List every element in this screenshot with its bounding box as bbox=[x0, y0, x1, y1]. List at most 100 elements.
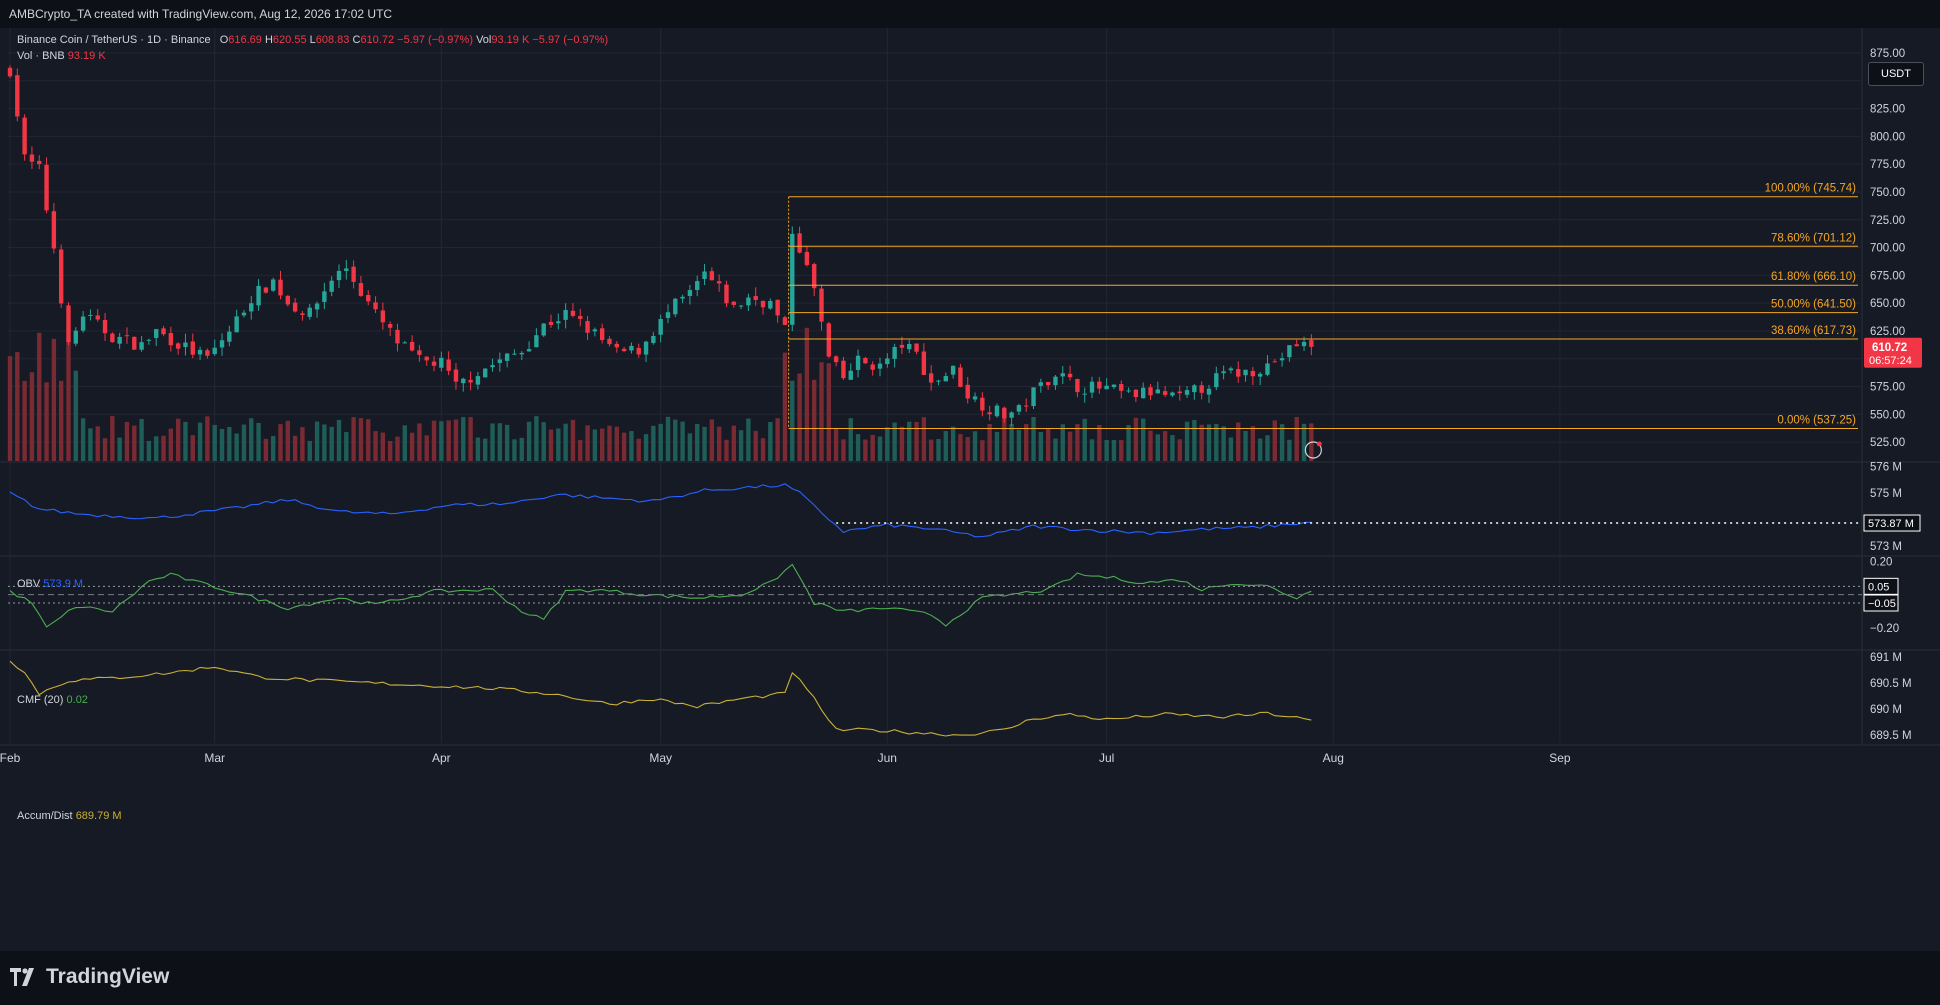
candle-body bbox=[29, 154, 35, 162]
candle-body bbox=[1053, 376, 1058, 386]
candle-body bbox=[417, 350, 422, 355]
candle-body bbox=[1009, 412, 1014, 418]
volume-bar bbox=[483, 438, 488, 461]
candle-body bbox=[249, 303, 254, 312]
symbol-title: Binance Coin / TetherUS · 1D · Binance bbox=[17, 34, 211, 46]
candle-body bbox=[994, 405, 1000, 417]
candle-body bbox=[497, 359, 503, 364]
volume-bar bbox=[534, 416, 539, 461]
volume-bar bbox=[256, 422, 261, 461]
time-axis-label: Sep bbox=[1549, 751, 1571, 765]
volume-bar bbox=[73, 370, 78, 461]
volume-bar bbox=[446, 420, 451, 461]
candle-body bbox=[1221, 371, 1226, 374]
candle-body bbox=[175, 343, 181, 349]
volume-bar bbox=[168, 428, 174, 461]
candle-body bbox=[885, 358, 890, 365]
candle-body bbox=[665, 312, 671, 318]
volume-bar bbox=[1250, 426, 1256, 461]
volume-bar bbox=[928, 439, 934, 461]
chart-canvas[interactable]: 100.00% (745.74) 78.60% (701.12) 61.80% (6… bbox=[0, 28, 1940, 951]
candle-body bbox=[1309, 340, 1314, 347]
volume-bar bbox=[680, 421, 685, 461]
volume-bar bbox=[1002, 416, 1007, 461]
volume-bar bbox=[51, 338, 57, 461]
tradingview-logo[interactable]: TradingView bbox=[10, 965, 169, 989]
volume-bar bbox=[1265, 435, 1270, 461]
candle-body bbox=[212, 347, 217, 355]
volume-series-label: Vol · BNB bbox=[17, 50, 65, 62]
price-axis-label: 725.00 bbox=[1870, 215, 1905, 227]
last-price-tag bbox=[1864, 337, 1922, 368]
volume-bar bbox=[1067, 431, 1073, 461]
indicator-axis-label: 690.5 M bbox=[1870, 678, 1912, 690]
time-axis-label: Mar bbox=[204, 751, 225, 765]
candle-body bbox=[724, 284, 729, 304]
candle-body bbox=[958, 367, 963, 387]
volume-bar bbox=[1236, 422, 1241, 461]
candle-body bbox=[1250, 370, 1256, 377]
candle-body bbox=[146, 339, 152, 341]
price-axis-label: 625.00 bbox=[1870, 326, 1905, 338]
volume-bar bbox=[373, 431, 378, 461]
volume-bar bbox=[175, 418, 181, 461]
tradingview-logo-text: TradingView bbox=[46, 965, 170, 988]
candle-body bbox=[1067, 373, 1073, 378]
volume-bar bbox=[746, 418, 751, 461]
price-axis-label: 825.00 bbox=[1870, 104, 1905, 116]
currency-button[interactable]: USDT bbox=[1868, 62, 1924, 86]
candle-body bbox=[190, 341, 195, 355]
candle-body bbox=[307, 307, 312, 317]
volume-bar bbox=[570, 419, 576, 461]
candlesticks bbox=[7, 65, 1314, 426]
candle-body bbox=[1031, 387, 1036, 407]
volume-bar bbox=[431, 420, 437, 461]
candle-body bbox=[980, 397, 985, 411]
volume-bar bbox=[344, 432, 349, 461]
high-value: 620.55 bbox=[272, 34, 307, 46]
volume-bar bbox=[1301, 423, 1307, 461]
candle-body bbox=[227, 331, 232, 342]
ad-value: 689.79 M bbox=[75, 810, 122, 822]
candle-body bbox=[504, 353, 510, 361]
volume-bar bbox=[885, 427, 890, 461]
indicator-axis-label: 690 M bbox=[1870, 704, 1902, 716]
price-axis-label: 775.00 bbox=[1870, 159, 1905, 171]
indicator-axis-label: 689.5 M bbox=[1870, 730, 1912, 742]
volume-bar bbox=[402, 425, 407, 461]
candle-body bbox=[950, 365, 956, 375]
volume-bar bbox=[512, 439, 517, 461]
cmf-level-label: 0.05 bbox=[1868, 581, 1889, 593]
indicator-axis-label: 0.20 bbox=[1870, 556, 1892, 568]
volume-bar bbox=[504, 424, 510, 461]
volume-bar bbox=[599, 428, 605, 461]
candle-body bbox=[1060, 373, 1065, 377]
candle-body bbox=[731, 301, 736, 305]
candle-body bbox=[541, 323, 546, 336]
chart-frame[interactable]: 100.00% (745.74) 78.60% (701.12) 61.80% (6… bbox=[0, 28, 1940, 951]
fib-level-label: 38.60% (617.73) bbox=[1771, 325, 1856, 337]
volume-bar bbox=[526, 421, 532, 461]
candle-body bbox=[1002, 407, 1007, 419]
candle-body bbox=[271, 279, 276, 291]
fib-retracement[interactable]: 100.00% (745.74) 78.60% (701.12) 61.80% (6… bbox=[788, 183, 1858, 429]
volume-bar bbox=[1009, 424, 1014, 461]
volume-bar bbox=[687, 433, 693, 461]
price-axis-label: 700.00 bbox=[1870, 243, 1905, 255]
candle-body bbox=[139, 342, 144, 350]
fib-level-label: 61.80% (666.10) bbox=[1771, 271, 1856, 283]
volume-bar bbox=[139, 418, 144, 461]
volume-bar bbox=[249, 418, 254, 461]
volume-bar bbox=[1177, 439, 1182, 461]
volume-bar bbox=[322, 424, 327, 461]
vol-change-value: −5.97 (−0.97%) bbox=[532, 34, 609, 46]
volume-bar bbox=[790, 380, 795, 461]
candle-body bbox=[848, 370, 853, 380]
volume-bar bbox=[80, 418, 86, 461]
volume-bar bbox=[453, 419, 459, 461]
volume-series-value: 93.19 K bbox=[67, 50, 106, 62]
obv-reference-label: 573.87 M bbox=[1868, 518, 1914, 530]
volume-bar bbox=[1053, 438, 1058, 461]
candle-body bbox=[585, 321, 590, 333]
volume-bar bbox=[102, 438, 108, 461]
